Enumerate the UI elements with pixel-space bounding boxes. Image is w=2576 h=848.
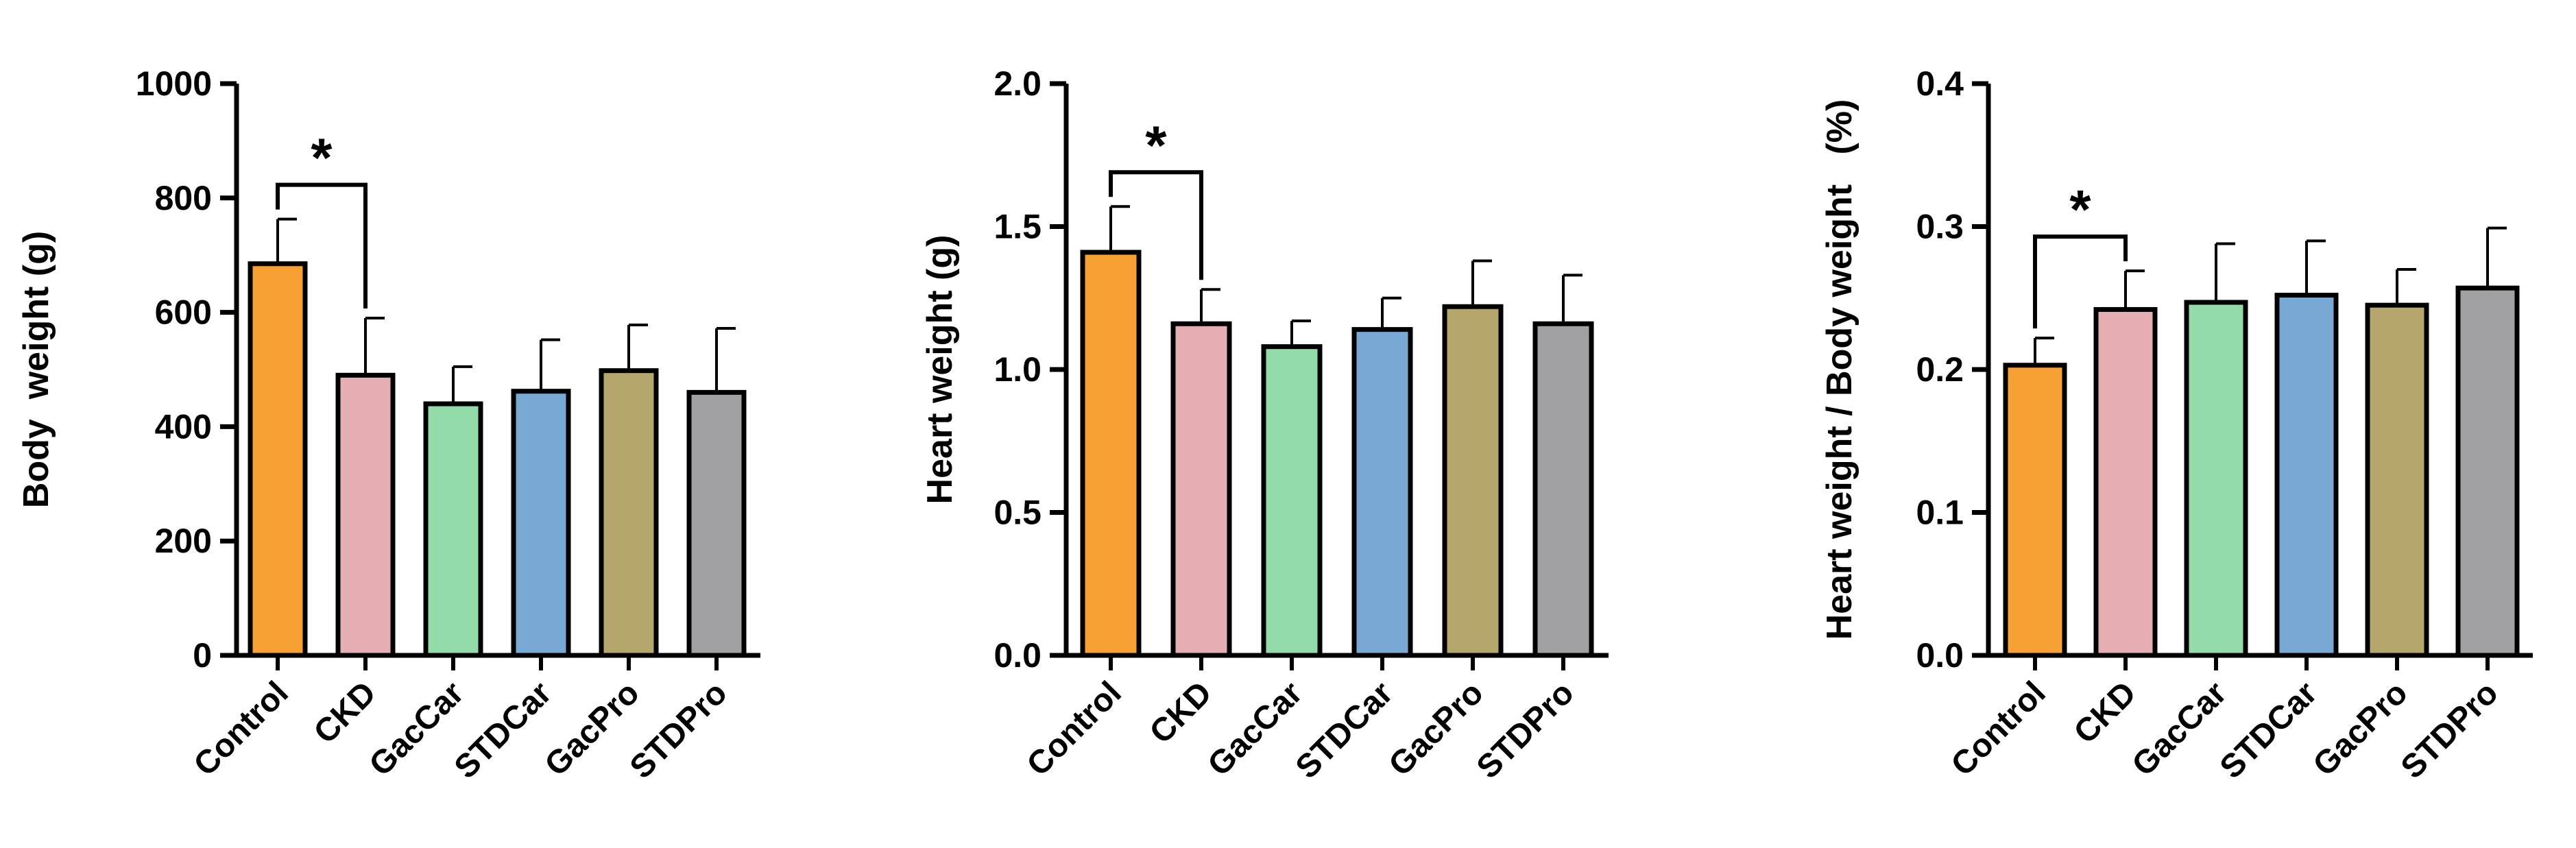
category-label-ckd: CKD <box>2067 675 2143 751</box>
category-label-gacpro: GacPro <box>1382 675 1491 783</box>
category-label-control: Control <box>187 675 296 783</box>
y-tick-label: 1.0 <box>994 350 1042 389</box>
y-tick-label: 2.0 <box>994 64 1042 103</box>
y-tick-label: 800 <box>155 179 212 217</box>
category-label-stdcar: STDCar <box>2213 675 2324 786</box>
y-tick-label: 0.4 <box>1916 64 1964 103</box>
bar-ckd <box>1170 321 1232 658</box>
significance-star: * <box>2069 179 2091 240</box>
body-weight-panel: 0 200 400 600 800 1000 Body weight (g) Control C… <box>16 64 760 786</box>
category-label-stdcar: STDCar <box>1289 675 1400 786</box>
bar-gacpro <box>2365 302 2429 658</box>
significance-bracket <box>1109 170 1203 280</box>
bar-gacpro <box>599 368 659 658</box>
bar-control <box>2003 363 2067 658</box>
significance-star: * <box>1145 114 1167 175</box>
y-tick-label: 0 <box>193 636 212 675</box>
bar-stdpro <box>686 389 747 658</box>
y-tick-label: 0.3 <box>1916 208 1964 246</box>
y-tick-label: 400 <box>155 407 212 446</box>
y-tick-label: 1.5 <box>994 208 1042 246</box>
y-tick-label: 600 <box>155 293 212 332</box>
category-label-gaccar: GacCar <box>2126 675 2234 783</box>
y-tick-label: 1000 <box>136 64 212 103</box>
y-tick-label: 0.0 <box>994 636 1042 675</box>
bar-gaccar <box>2184 300 2248 658</box>
category-label-control: Control <box>1020 675 1129 783</box>
category-label-stdcar: STDCar <box>448 675 559 786</box>
y-tick-label: 0.0 <box>1916 636 1964 675</box>
bar-gaccar <box>423 401 483 658</box>
significance-star: * <box>311 128 333 189</box>
heart-body-ratio-panel: 0.0 0.1 0.2 0.3 0.4 Heart weight / Body weigh… <box>1820 64 2533 786</box>
bar-ckd <box>335 372 396 658</box>
category-label-ckd: CKD <box>307 675 383 751</box>
bar-stdcar <box>1351 327 1413 658</box>
category-label-control: Control <box>1945 675 2053 783</box>
y-tick-label: 0.5 <box>994 494 1042 532</box>
bar-gacpro <box>1442 304 1504 658</box>
y-axis-label: Body weight (g) <box>16 231 56 508</box>
category-label-stdpro: STDPro <box>623 675 734 786</box>
bar-control <box>1080 250 1142 658</box>
y-tick-label: 0.1 <box>1916 494 1964 532</box>
bar-stdcar <box>511 389 571 658</box>
y-tick-label: 200 <box>155 522 212 560</box>
significance-bracket <box>276 182 368 308</box>
bar-gaccar <box>1261 344 1323 658</box>
category-label-stdpro: STDPro <box>2394 675 2505 786</box>
category-label-stdpro: STDPro <box>1470 675 1581 786</box>
y-tick-label: 0.2 <box>1916 350 1964 389</box>
category-label-gacpro: GacPro <box>2307 675 2415 783</box>
bar-ckd <box>2093 306 2158 658</box>
bar-stdcar <box>2274 293 2339 658</box>
bar-stdpro <box>1532 321 1594 658</box>
category-label-ckd: CKD <box>1143 675 1219 751</box>
significance-bracket <box>2033 234 2128 329</box>
y-axis-label: Heart weight / Body weight (%) <box>1820 99 1859 640</box>
heart-weight-panel: 0.0 0.5 1.0 1.5 2.0 Heart weight (g) Control CK… <box>920 64 1609 786</box>
category-label-gaccar: GacCar <box>1201 675 1310 783</box>
bar-control <box>248 261 308 658</box>
y-axis-label: Heart weight (g) <box>920 235 960 505</box>
bar-stdpro <box>2455 285 2520 658</box>
